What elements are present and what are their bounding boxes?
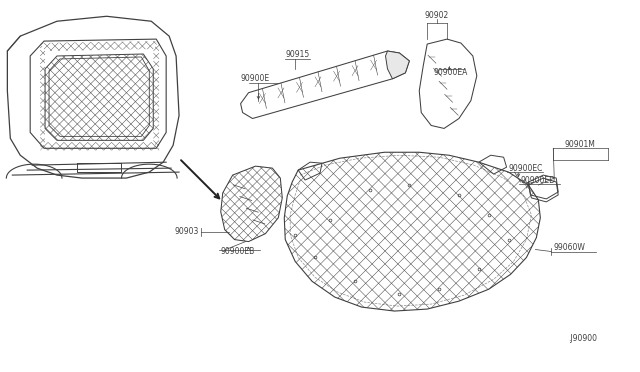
Text: 90915: 90915: [285, 51, 309, 60]
Text: 90900EA: 90900EA: [434, 68, 468, 77]
Text: 99060W: 99060W: [553, 243, 585, 252]
Text: 90902: 90902: [425, 11, 449, 20]
Text: 90900EC: 90900EC: [509, 164, 543, 173]
Text: 90900EB: 90900EB: [221, 247, 255, 256]
Polygon shape: [385, 51, 410, 79]
Text: 90900E: 90900E: [241, 74, 270, 83]
Text: .J90900: .J90900: [568, 334, 597, 343]
Text: 90900ED: 90900ED: [520, 176, 556, 185]
Text: 90901M: 90901M: [564, 140, 595, 149]
Text: 90903: 90903: [175, 227, 199, 236]
